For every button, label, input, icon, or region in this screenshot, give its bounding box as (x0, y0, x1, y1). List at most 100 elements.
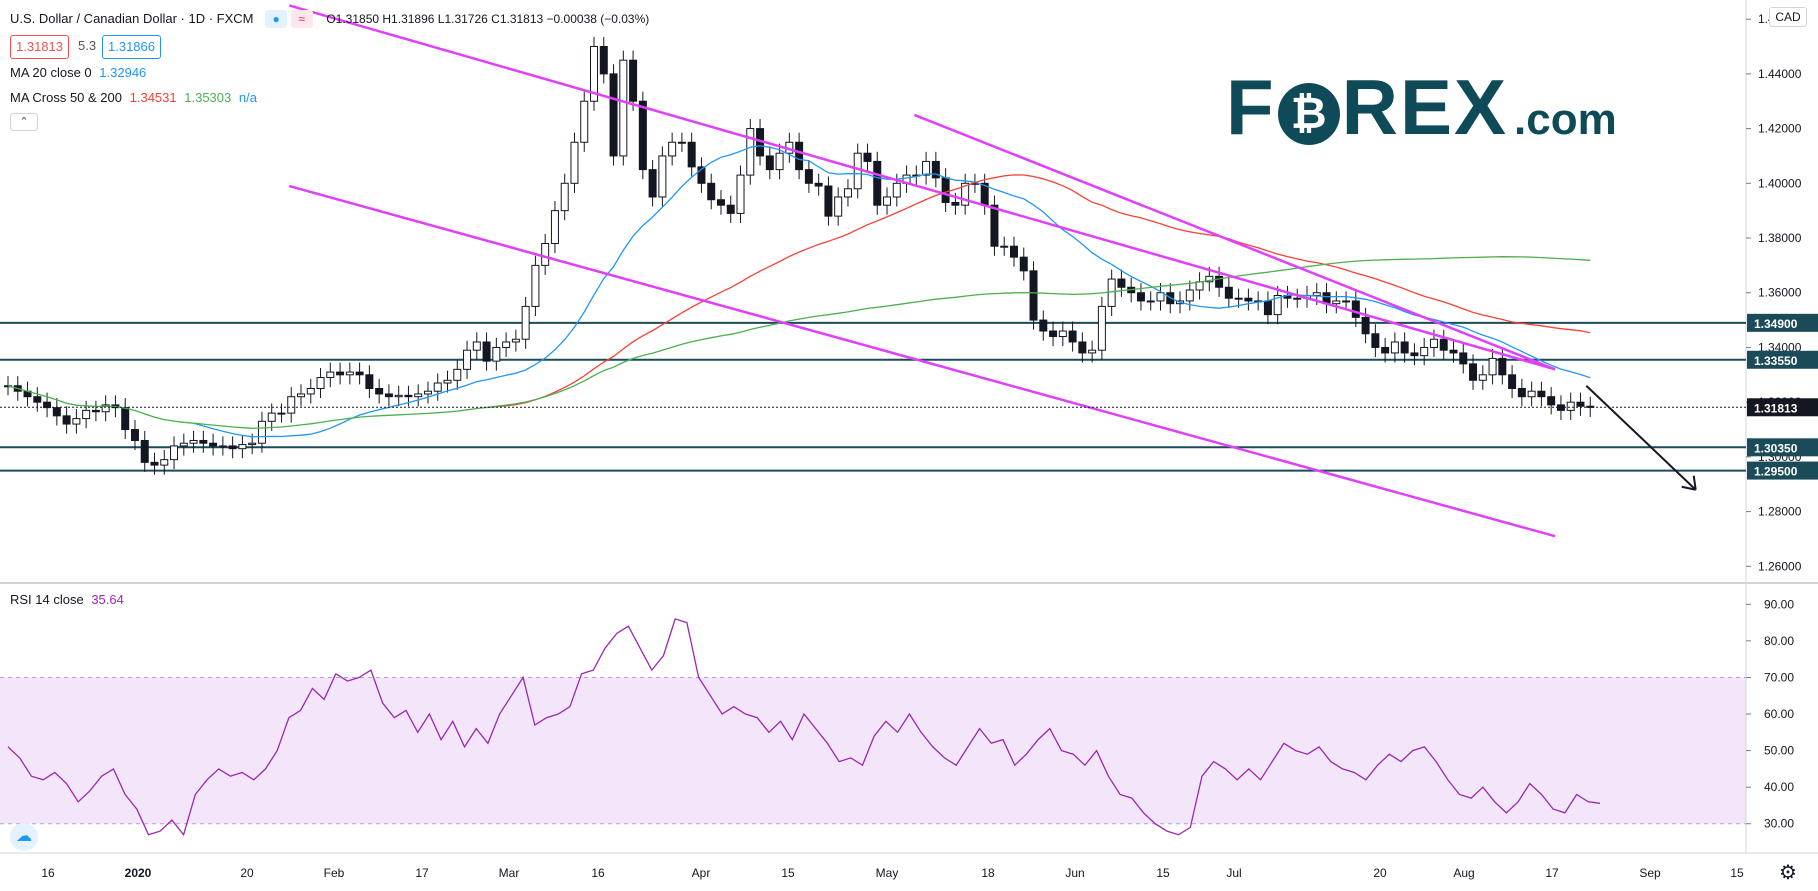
candle-body (570, 141, 579, 184)
candle-body (824, 185, 833, 217)
candle-body (580, 100, 589, 143)
candle-body (209, 442, 218, 447)
tradingview-logo-icon[interactable]: ☁ (10, 823, 38, 851)
candle-body (1312, 292, 1321, 296)
candle-body (1078, 341, 1087, 354)
forecast-arrow-head-icon (1681, 475, 1697, 491)
channel-upper-line (288, 4, 1556, 371)
macross-value-2: 1.35303 (184, 90, 232, 105)
candle-body (1293, 297, 1302, 300)
candle-body (43, 401, 52, 409)
ask-pill[interactable]: 1.31866 (102, 35, 161, 59)
candle-body (326, 371, 335, 379)
candle-body (1019, 256, 1028, 272)
candle-body (179, 442, 188, 447)
candle-body (1420, 346, 1429, 357)
candle-body (883, 196, 892, 206)
candle-body (697, 166, 706, 184)
candle-body (218, 445, 227, 448)
visibility-toggle-icon[interactable]: ● (265, 10, 288, 28)
candle-body (1029, 270, 1038, 321)
candle-body (1332, 300, 1341, 305)
macross-legend[interactable]: MA Cross 50 & 200 1.34531 1.35303 n/a (10, 90, 257, 105)
rsi-line (7, 618, 1601, 837)
bid-pill[interactable]: 1.31813 (10, 35, 69, 59)
candle-body (62, 415, 71, 425)
time-tick-label: 20 (1373, 866, 1387, 880)
candle-body (472, 341, 481, 351)
candle-body (82, 409, 91, 420)
candle-body (648, 169, 657, 198)
candle-body (170, 445, 179, 461)
time-tick-label: Jun (1065, 866, 1084, 880)
candle-body (609, 73, 618, 157)
candle-body (375, 387, 384, 395)
candle-body (492, 346, 501, 362)
rsi-tick-label: 90.00 (1764, 597, 1794, 611)
candle-body (599, 46, 608, 75)
candle-body (629, 59, 638, 102)
collapse-legend-button[interactable]: ⌃ (10, 113, 38, 131)
candle-body (1429, 338, 1438, 348)
candle-body (1342, 300, 1351, 303)
time-tick-label: Feb (324, 866, 345, 880)
price-tick-label: 1.44000 (1758, 67, 1802, 81)
candle-body (150, 461, 159, 466)
time-tick-label: 16 (41, 866, 55, 880)
ohlc-legend: U.S. Dollar / Canadian Dollar · 1D · FXC… (10, 10, 649, 28)
candle-body (1508, 374, 1517, 389)
candle-body (365, 374, 374, 389)
candle-body (1381, 346, 1390, 354)
forex-logo: F ₿ REX .com (1226, 62, 1617, 153)
compare-icon[interactable]: ≈ (290, 10, 313, 28)
candle-body (423, 390, 432, 395)
candle-body (248, 442, 257, 446)
candle-body (404, 394, 413, 398)
candle-body (1136, 292, 1145, 302)
candle-body (199, 439, 208, 444)
candle-body (463, 349, 472, 370)
candle-body (511, 338, 520, 343)
level-price-label: 1.29500 (1754, 465, 1798, 479)
candle-body (1449, 349, 1458, 354)
candle-body (961, 182, 970, 206)
candle-body (414, 393, 423, 398)
candle-body (1273, 294, 1282, 316)
rsi-tick-label: 50.00 (1764, 744, 1794, 758)
candle-body (1234, 297, 1243, 300)
candle-body (52, 407, 61, 417)
logo-text-com: .com (1514, 95, 1617, 144)
logo-dollar-o-icon: ₿ (1277, 83, 1340, 145)
settings-gear-icon[interactable]: ⚙ (1779, 862, 1797, 884)
candle-body (1527, 390, 1536, 398)
price-tick-label: 1.40000 (1758, 176, 1802, 190)
candle-body (228, 445, 237, 450)
candle-body (306, 387, 315, 395)
candle-body (1088, 349, 1097, 354)
time-tick-label: 2020 (125, 866, 152, 880)
currency-badge[interactable]: CAD (1769, 7, 1807, 27)
candle-body (726, 204, 735, 214)
time-tick-label: May (876, 866, 899, 880)
candle-body (502, 341, 511, 348)
forecast-arrow-line (1585, 385, 1697, 491)
candle-body (736, 174, 745, 214)
rsi-legend[interactable]: RSI 14 close 35.64 (10, 592, 124, 607)
time-tick-label: Mar (499, 866, 520, 880)
candle-body (277, 412, 286, 415)
time-tick-label: 15 (1156, 866, 1170, 880)
candle-body (267, 412, 276, 422)
candle-body (541, 242, 550, 266)
symbol-title[interactable]: U.S. Dollar / Canadian Dollar · 1D · FXC… (10, 11, 254, 26)
candle-body (1195, 281, 1204, 291)
ma20-legend[interactable]: MA 20 close 0 1.32946 (10, 65, 146, 80)
level-price-label: 1.34900 (1754, 317, 1798, 331)
candle-body (619, 59, 628, 157)
candle-body (1537, 390, 1546, 398)
candle-body (130, 429, 139, 441)
candle-body (1039, 319, 1048, 332)
level-price-label: 1.33550 (1754, 354, 1798, 368)
ma20-line (193, 145, 1591, 438)
candle-body (531, 264, 540, 307)
